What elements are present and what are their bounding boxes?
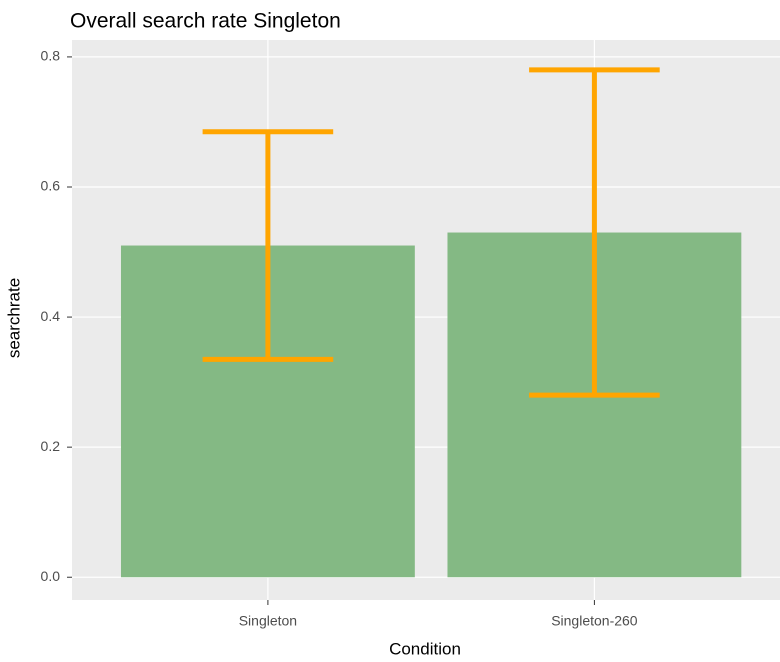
x-axis-label: Condition [389, 639, 461, 658]
y-tick-label: 0.4 [41, 308, 61, 324]
y-axis-label: searchrate [4, 278, 23, 358]
y-tick-label: 0.6 [41, 178, 61, 194]
y-tick-label: 0.2 [41, 438, 61, 454]
y-tick-label: 0.8 [41, 48, 61, 64]
chart-title: Overall search rate Singleton [70, 10, 341, 33]
x-tick-label: Singleton [239, 613, 297, 629]
x-tick-label: Singleton-260 [551, 613, 638, 629]
y-tick-label: 0.0 [41, 568, 61, 584]
